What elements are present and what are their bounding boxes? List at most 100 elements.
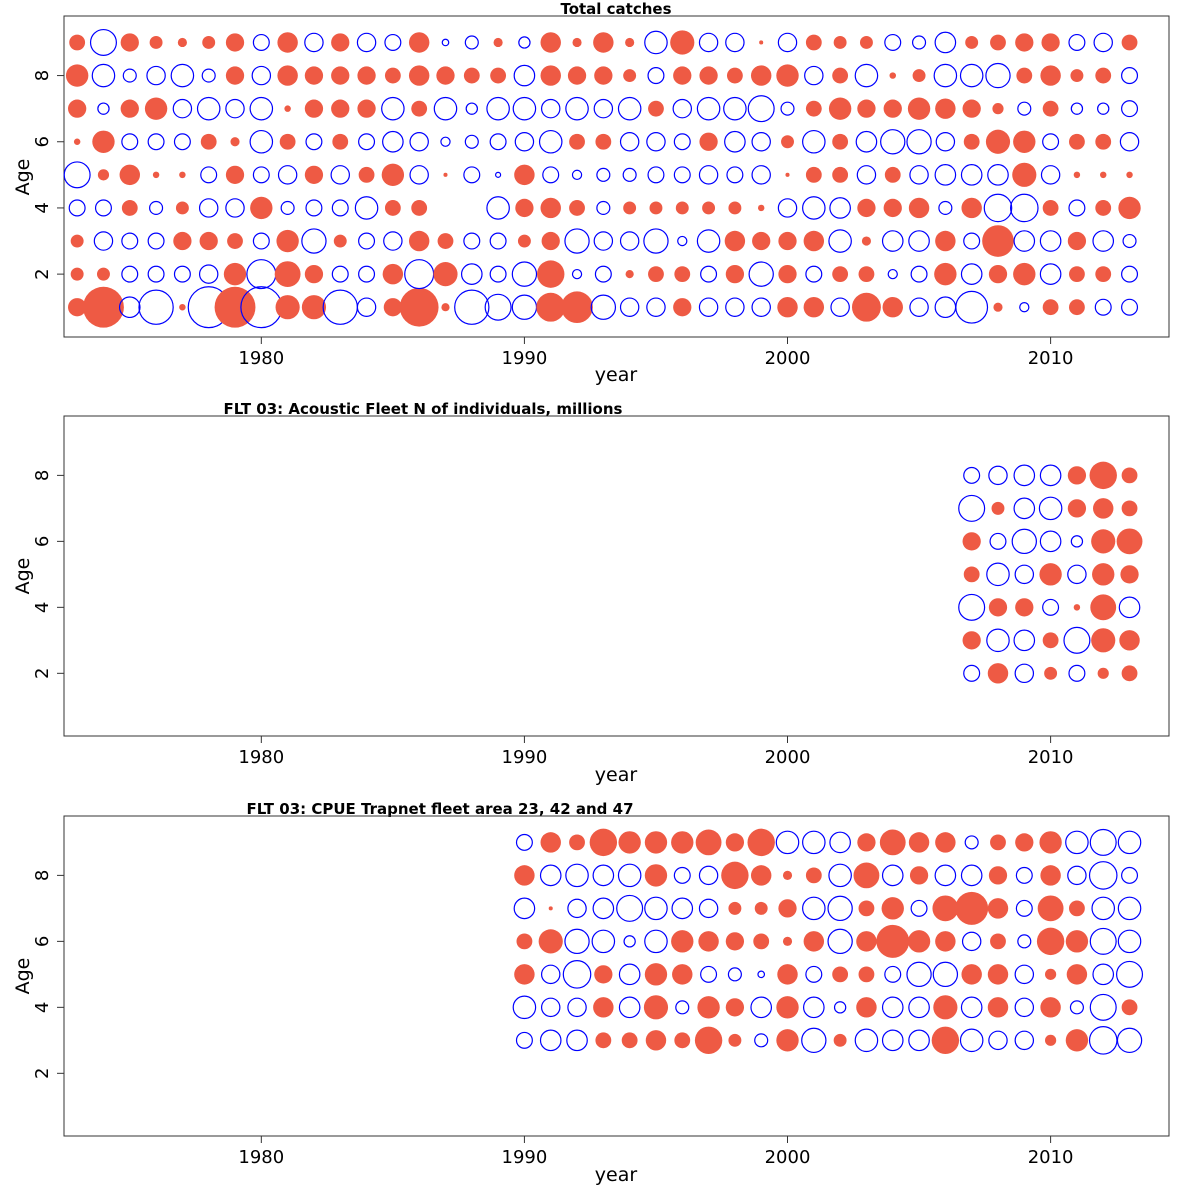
- bubble-positive: [1121, 999, 1138, 1016]
- bubble-positive: [781, 135, 794, 149]
- bubble-negative: [671, 897, 694, 920]
- bubble-positive: [1013, 130, 1036, 153]
- bubble-negative: [960, 864, 983, 887]
- bubble-positive: [214, 286, 256, 328]
- bubble-positive: [785, 172, 790, 177]
- bubble-negative: [881, 864, 904, 887]
- bubble-negative: [646, 132, 666, 152]
- bubble-negative: [454, 289, 490, 325]
- bubble-positive: [1091, 529, 1116, 554]
- bubble-positive: [674, 1032, 691, 1049]
- bubble-negative: [959, 63, 984, 88]
- bubble-positive: [987, 997, 1009, 1018]
- bubble-negative: [596, 167, 611, 182]
- bubble-positive: [961, 197, 982, 219]
- bubble-negative: [384, 33, 402, 51]
- bubble-negative: [1092, 963, 1115, 986]
- bubble-negative: [696, 96, 721, 121]
- bubble-positive: [436, 66, 455, 85]
- bubble-positive: [537, 260, 565, 288]
- bubble-positive: [1037, 895, 1064, 922]
- bubble-positive: [1040, 997, 1061, 1018]
- bubble-positive: [1121, 500, 1138, 517]
- bubble-positive: [1036, 927, 1065, 956]
- bubble-negative: [121, 133, 139, 151]
- bubble-negative: [252, 33, 270, 51]
- bubble-positive: [1097, 667, 1109, 679]
- bubble-positive: [73, 138, 81, 145]
- bubble-negative: [1042, 598, 1060, 616]
- y-tick-label: 6: [32, 136, 53, 147]
- bubble-negative: [828, 229, 852, 253]
- bubble-negative: [1070, 535, 1084, 548]
- bubble-positive: [853, 862, 880, 889]
- bubble-positive: [1042, 100, 1059, 117]
- bubble-negative: [571, 169, 583, 181]
- bubble-negative: [672, 98, 693, 119]
- bubble-negative: [700, 265, 718, 283]
- bubble-negative: [934, 296, 957, 319]
- bubble-positive: [274, 261, 301, 288]
- bubble-negative: [677, 235, 688, 247]
- bubble-negative: [1014, 964, 1035, 985]
- bubble-negative: [618, 996, 641, 1019]
- bubble-positive: [699, 132, 718, 151]
- bubble-negative: [464, 35, 479, 50]
- bubble-positive: [962, 532, 981, 551]
- bubble-negative: [750, 996, 773, 1019]
- bubble-positive: [121, 200, 138, 216]
- bubble-positive: [931, 1026, 960, 1055]
- bubble-positive: [225, 33, 245, 52]
- bubble-positive: [250, 196, 273, 220]
- bubble-positive: [541, 231, 560, 251]
- bubble-negative: [566, 1029, 588, 1052]
- bubble-positive: [832, 166, 849, 183]
- bubble-negative: [147, 133, 165, 151]
- bubble-positive: [856, 931, 877, 952]
- bubble-negative: [540, 964, 561, 985]
- bubble-positive: [857, 833, 876, 852]
- bubble-positive: [728, 1033, 742, 1047]
- bubble-positive: [623, 201, 637, 215]
- y-tick-label: 8: [32, 470, 53, 481]
- bubble-positive: [851, 292, 881, 322]
- bubble-positive: [230, 137, 240, 147]
- bubble-negative: [854, 63, 879, 88]
- y-axis-label: Age: [12, 958, 34, 995]
- bubble-negative: [1013, 230, 1036, 252]
- bubble-negative: [513, 64, 536, 87]
- bubble-positive: [589, 828, 618, 857]
- bubble-positive: [1044, 666, 1058, 680]
- bubble-positive: [331, 33, 350, 52]
- bubble-positive: [856, 997, 877, 1018]
- bubble-negative: [802, 196, 826, 220]
- bubble-negative: [1092, 230, 1115, 252]
- bubble-positive: [514, 164, 535, 186]
- bubble-positive: [649, 201, 663, 215]
- bubble-negative: [963, 466, 981, 484]
- bubble-negative: [138, 289, 174, 325]
- bubble-negative: [958, 494, 986, 522]
- bubble-negative: [757, 970, 766, 979]
- bubble-negative: [1014, 663, 1035, 684]
- bubble-positive: [987, 898, 1009, 919]
- bubble-positive: [441, 303, 450, 312]
- bubble-positive: [778, 264, 797, 284]
- bubble-negative: [409, 165, 429, 185]
- bubble-negative: [1014, 1030, 1035, 1051]
- bubble-negative: [1015, 866, 1033, 884]
- bubble-positive: [223, 262, 247, 286]
- bubble-negative: [305, 199, 323, 217]
- bubble-negative: [751, 297, 771, 317]
- bubble-negative: [409, 132, 429, 152]
- bubble-negative: [827, 928, 853, 955]
- bubble-positive: [437, 233, 454, 249]
- bubble-negative: [252, 166, 270, 184]
- bubble-positive: [1067, 231, 1087, 251]
- bubble-negative: [1039, 263, 1062, 285]
- bubble-positive: [932, 895, 959, 922]
- bubble-positive: [935, 230, 956, 252]
- bubble-positive: [907, 930, 931, 953]
- bubble-negative: [1121, 866, 1139, 884]
- bubble-negative: [511, 261, 538, 287]
